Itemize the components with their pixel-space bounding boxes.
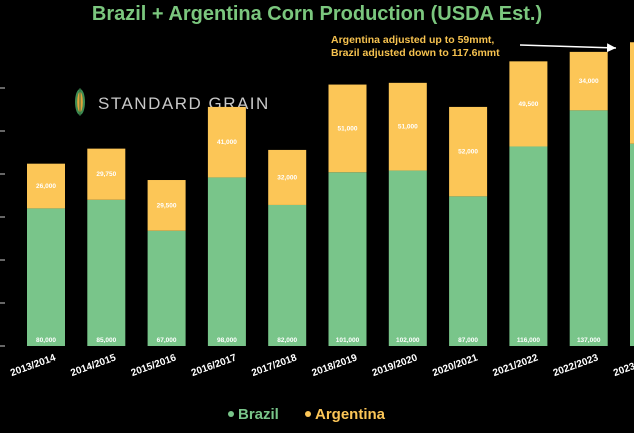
bar-brazil [569,110,608,346]
data-label-argentina: 29,750 [96,171,116,178]
bar-argentina [509,61,548,147]
data-label-argentina: 51,000 [338,125,358,132]
data-label-argentina: 52,000 [458,149,478,156]
y-axis-ticks [0,87,5,347]
x-axis-label: 2017/2018 [250,352,299,379]
data-label-brazil: 116,000 [517,337,541,344]
data-label-brazil: 101,000 [336,337,360,344]
x-axis-label: 2013/2014 [9,352,58,379]
legend-marker-argentina [305,411,311,417]
grain-leaf-icon [75,88,85,116]
annotation-line-1: Argentina adjusted up to 59mmt, [331,34,494,46]
annotation-arrow [519,43,617,53]
bars: 80,000 26,000 85,000 29,750 67,000 29,500 98,0… [27,42,634,346]
x-axis-label: 2019/2020 [371,352,420,379]
data-label-brazil: 98,000 [217,337,237,344]
data-label-argentina: 26,000 [36,183,56,190]
bar-brazil [630,143,634,346]
bar-argentina [328,84,367,173]
data-label-brazil: 137,000 [577,337,601,344]
data-label-brazil: 67,000 [157,337,177,344]
bar-argentina [147,180,186,231]
data-label-argentina: 34,000 [579,78,599,85]
x-axis-label: 2016/2017 [190,352,239,379]
x-axis-label: 2014/2015 [69,352,118,379]
bar-argentina [87,148,126,200]
x-axis-label: 2018/2019 [311,352,360,379]
x-axis-label: 2022/2023 [552,352,601,379]
bar-argentina [569,51,608,111]
legend: Brazil Argentina [228,406,386,423]
legend-label-argentina: Argentina [315,406,386,423]
data-label-argentina: 32,000 [277,174,297,181]
bar-brazil [449,196,488,346]
data-label-brazil: 102,000 [396,337,420,344]
data-label-argentina: 49,500 [518,101,538,108]
x-axis-label: 2020/2021 [431,352,480,379]
bar-brazil [147,230,186,346]
chart-title: Brazil + Argentina Corn Production (USDA… [92,3,542,25]
data-label-argentina: 41,000 [217,139,237,146]
x-axis-label: 2023/2024 [612,352,634,379]
bar-brazil [509,146,548,346]
bar-brazil [268,204,307,346]
bar-brazil [388,170,427,346]
bar-argentina [207,106,246,178]
legend-label-brazil: Brazil [238,406,279,423]
bar-brazil [207,177,246,346]
data-label-brazil: 80,000 [36,337,56,344]
data-label-argentina: 29,500 [157,202,177,209]
x-axis-label: 2021/2022 [491,352,540,379]
bar-argentina [268,149,307,205]
data-label-brazil: 82,000 [277,337,297,344]
data-label-argentina: 51,000 [398,124,418,131]
legend-marker-brazil [228,411,234,417]
bar-argentina [630,42,634,144]
annotation-line-2: Brazil adjusted down to 117.6mmt [331,47,500,59]
x-axis-label: 2015/2016 [130,352,179,379]
data-label-brazil: 87,000 [458,337,478,344]
bar-brazil [328,172,367,346]
x-axis-labels: 2013/2014 2014/2015 2015/2016 2016/2017 2017… [9,352,634,379]
bar-argentina [27,163,65,209]
bar-argentina [449,106,488,197]
bar-brazil [27,208,65,346]
bar-brazil [87,199,126,346]
data-label-brazil: 85,000 [96,337,116,344]
annotation: Argentina adjusted up to 59mmt, Brazil a… [331,34,617,59]
bar-argentina [388,82,427,171]
